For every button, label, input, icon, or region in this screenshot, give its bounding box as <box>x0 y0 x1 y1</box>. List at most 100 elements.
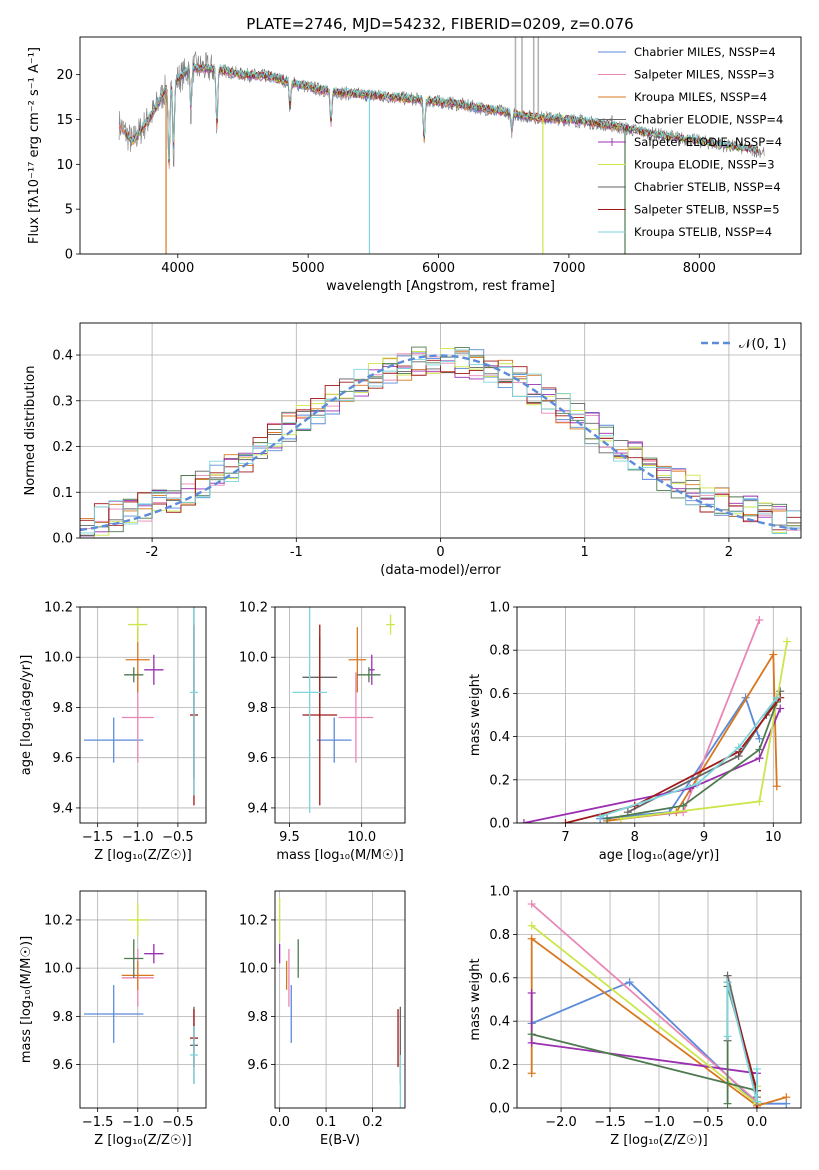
age_vs_mass-axes: 9.5 10.0 9.4 9.6 9.8 10.0 10.2 mass [log₁₀(M/M☉… <box>239 601 405 863</box>
spectrum-axes: 4000 5000 6000 7000 8000 0 5 10 15 20 wavelength [… <box>27 47 716 294</box>
tick-label-y: 9.6 <box>247 1058 268 1073</box>
tick-label-y: 9.4 <box>52 801 73 816</box>
y-axis-label: age [log₁₀(age/yr)] <box>19 655 34 776</box>
tick-label-x: −0.5 <box>162 1115 194 1130</box>
tick-label-x: 1 <box>581 545 589 560</box>
residuals-plot <box>80 346 801 538</box>
tick-label-x: −1.0 <box>643 1115 675 1130</box>
tick-label-y: 10.2 <box>44 601 73 616</box>
series-line-chabrier_miles <box>600 695 761 820</box>
tick-label-y: 9.8 <box>247 1010 268 1025</box>
tick-label-x: −1.5 <box>82 1115 114 1130</box>
tick-label-y: 0 <box>65 248 73 263</box>
series-line-salpeter_stelib <box>565 697 781 823</box>
tick-label-y: 9.8 <box>247 701 268 716</box>
tick-label-x: −1.5 <box>82 830 114 845</box>
chart-title: PLATE=2746, MJD=54232, FIBERID=0209, z=0… <box>246 15 633 33</box>
series-line-kroupa_stelib <box>599 697 778 818</box>
massweight_vs_Z-plot <box>527 900 791 1108</box>
tick-label-y: 0.6 <box>489 687 510 702</box>
tick-label-y: 0.4 <box>52 349 73 364</box>
tick-label-y: 0.1 <box>52 486 73 501</box>
axes-frame <box>79 322 802 539</box>
legend-label: Kroupa STELIB, NSSP=4 <box>634 225 772 239</box>
tick-label-y: 9.8 <box>52 701 73 716</box>
axes-frame <box>516 890 802 1109</box>
axes-frame <box>274 890 406 1109</box>
y-axis-label: mass [log₁₀(M/M☉)] <box>19 936 34 1063</box>
x-axis-label: mass [log₁₀(M/M☉)] <box>276 848 403 863</box>
tick-label-y: 15 <box>56 113 73 128</box>
tick-label-x: −1.5 <box>594 1115 626 1130</box>
tick-label-x: 7 <box>561 830 569 845</box>
spectrum-plot <box>118 37 765 254</box>
y-axis-label: mass weight <box>468 674 483 756</box>
tick-label-x: 4000 <box>161 261 194 276</box>
x-axis-label: Z [log₁₀(Z/Z☉)] <box>610 1133 707 1148</box>
tick-label-y: 10.0 <box>239 962 268 977</box>
tick-label-x: 0 <box>436 545 444 560</box>
legend-label: Chabrier STELIB, NSSP=4 <box>634 180 781 194</box>
tick-label-y: 5 <box>65 203 73 218</box>
mass_vs_Z-axes: −1.5 −1.0 −0.5 9.6 9.8 10.0 10.2 Z [log₁₀(Z/Z☉)… <box>19 891 206 1148</box>
tick-label-x: 10 <box>765 830 782 845</box>
tick-label-y: 0.8 <box>489 644 510 659</box>
tick-label-x: 8 <box>631 830 639 845</box>
tick-label-y: 0.2 <box>489 1058 510 1073</box>
legend-label: Salpeter MILES, NSSP=3 <box>634 68 775 82</box>
mass_vs_EBV-plot <box>278 898 402 1108</box>
tick-label-y: 10.0 <box>239 651 268 666</box>
tick-label-x: 6000 <box>422 261 455 276</box>
tick-label-y: 9.4 <box>247 801 268 816</box>
legend-label: Chabrier ELODIE, NSSP=4 <box>634 113 783 127</box>
model-spectrum-chabrier_stelib <box>125 63 759 161</box>
series-line-kroupa_elodie <box>531 924 758 1106</box>
tick-label-x: −1.0 <box>122 1115 154 1130</box>
axes-frame <box>516 606 802 824</box>
tick-label-x: 0.2 <box>362 1115 383 1130</box>
tick-label-y: 10.2 <box>239 913 268 928</box>
model-spectrum-salpeter_stelib <box>125 63 759 158</box>
tick-label-y: 0.0 <box>52 532 73 547</box>
tick-label-y: 10.2 <box>239 601 268 616</box>
age_vs_mass-plot <box>292 607 395 813</box>
y-axis-label: mass weight <box>468 958 483 1040</box>
tick-label-y: 20 <box>56 68 73 83</box>
tick-label-y: 9.6 <box>52 751 73 766</box>
tick-label-x: 9.5 <box>279 830 300 845</box>
tick-label-y: 9.8 <box>52 1010 73 1025</box>
mass_vs_Z-plot <box>84 903 198 1084</box>
tick-label-y: 0.3 <box>52 394 73 409</box>
tick-label-x: 0.0 <box>747 1115 768 1130</box>
axes-frame <box>79 606 207 824</box>
y-axis-label: Flux [fλ10⁻¹⁷ erg cm⁻² s⁻¹ A⁻¹] <box>27 47 42 244</box>
tick-label-x: 7000 <box>552 261 585 276</box>
tick-label-y: 0.6 <box>489 971 510 986</box>
tick-label-x: 10.0 <box>347 830 376 845</box>
y-axis-label: Normed distribution <box>23 366 38 496</box>
tick-label-x: 5000 <box>292 261 325 276</box>
tick-label-x: −0.5 <box>162 830 194 845</box>
x-axis-label: Z [log₁₀(Z/Z☉)] <box>94 1133 191 1148</box>
massweight_vs_age-plot <box>519 615 792 823</box>
model-spectrum-kroupa_stelib <box>125 63 758 160</box>
tick-label-y: 0.2 <box>52 440 73 455</box>
tick-label-y: 1.0 <box>489 601 510 616</box>
tick-label-x: -2 <box>146 545 159 560</box>
axes-frame <box>79 36 802 255</box>
tick-label-y: 1.0 <box>489 885 510 900</box>
tick-label-y: 9.6 <box>247 751 268 766</box>
tick-label-x: 8000 <box>683 261 716 276</box>
tick-label-y: 0.8 <box>489 928 510 943</box>
tick-label-y: 10 <box>56 158 73 173</box>
x-axis-label: age [log₁₀(age/yr)] <box>599 848 720 863</box>
tick-label-x: -1 <box>290 545 303 560</box>
axes-frame <box>274 606 406 824</box>
tick-label-y: 0.0 <box>489 1102 510 1117</box>
axes-frame <box>79 890 207 1109</box>
tick-label-y: 10.0 <box>44 651 73 666</box>
x-axis-label: E(B-V) <box>320 1133 360 1148</box>
tick-label-y: 10.0 <box>44 962 73 977</box>
spectrum-legend: Chabrier MILES, NSSP=4 Salpeter MILES, NS… <box>598 45 783 239</box>
